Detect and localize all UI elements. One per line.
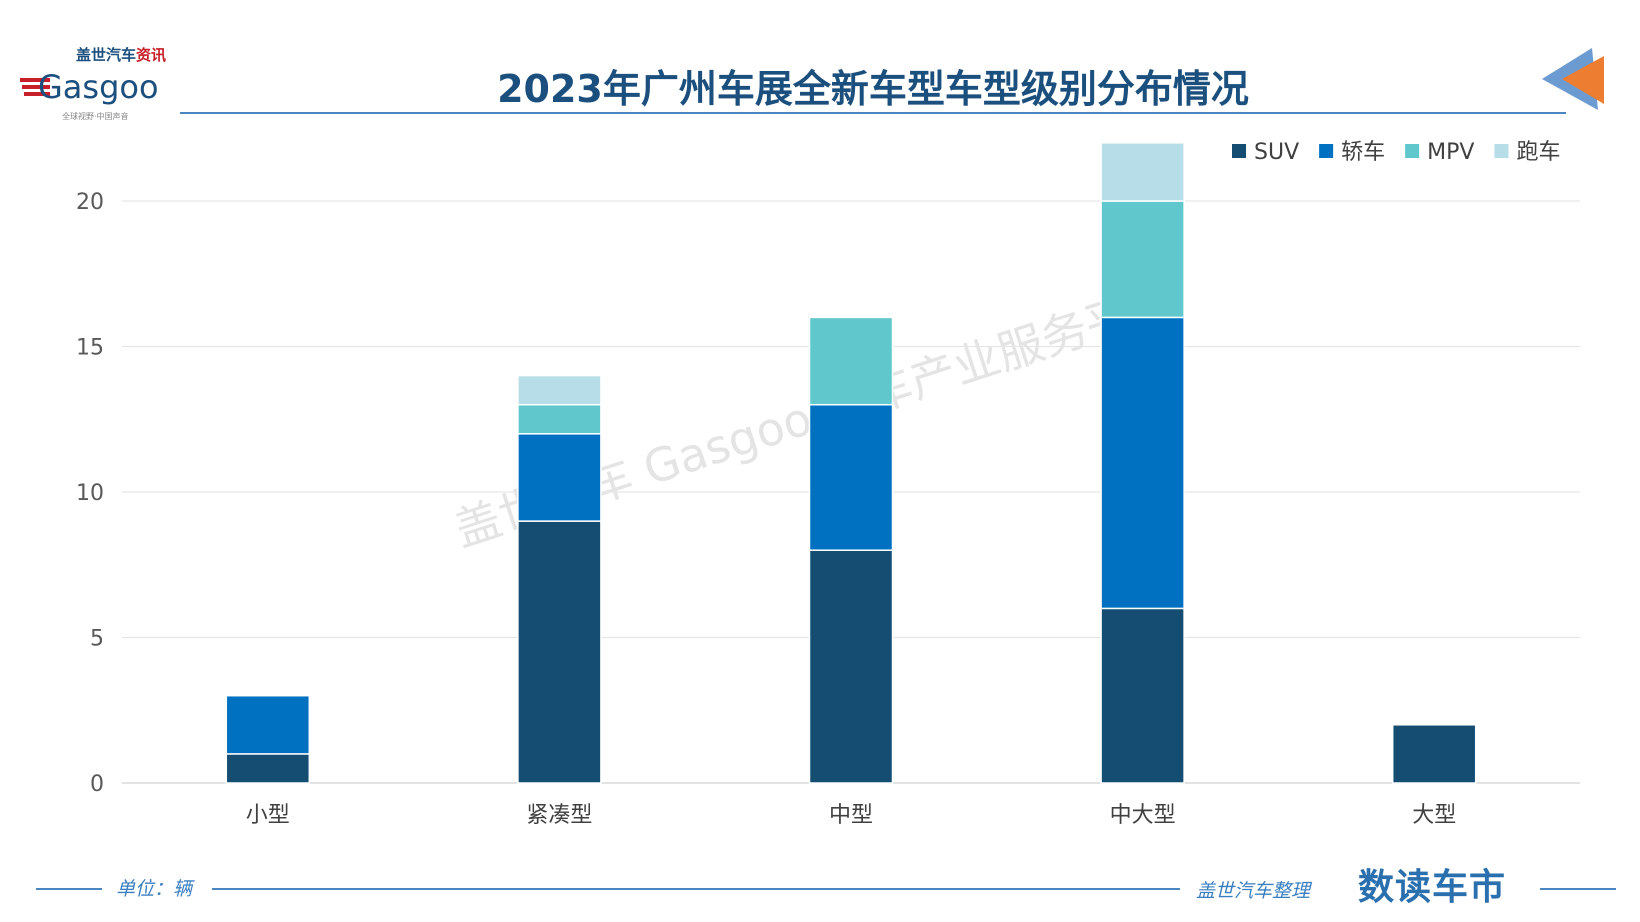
legend-label: 轿车: [1341, 140, 1385, 165]
bar-MPV-紧凑型: [517, 403, 602, 435]
title-underline: [180, 112, 1566, 114]
legend-swatch-MPV: [1405, 144, 1420, 158]
page-title: 2023年广州车展全新车型车型级别分布情况: [497, 67, 1249, 111]
y-tick-label: 0: [90, 772, 104, 797]
footer-line-right: [1540, 888, 1616, 890]
svg-text:盖世汽车资讯: 盖世汽车资讯: [76, 46, 166, 64]
unit-label: 单位：辆: [116, 878, 193, 900]
legend-swatch-跑车: [1494, 144, 1509, 158]
y-tick-label: 5: [90, 627, 104, 652]
bar-MPV-中型: [808, 316, 894, 406]
x-tick-label: 小型: [246, 803, 290, 828]
svg-text:全球视野·中国声音: 全球视野·中国声音: [62, 111, 129, 121]
footer-line-left: [36, 888, 102, 890]
bar-轿车-紧凑型: [517, 433, 602, 522]
legend-label: 跑车: [1516, 140, 1560, 165]
corner-arrow-icon: [1542, 48, 1604, 110]
source-label: 盖世汽车整理: [1196, 880, 1311, 902]
bar-轿车-中大型: [1100, 316, 1185, 610]
legend-label: MPV: [1427, 140, 1474, 165]
bar-轿车-小型: [225, 694, 311, 755]
bar-MPV-中大型: [1100, 200, 1185, 319]
svg-text:Gasgoo: Gasgoo: [38, 68, 159, 106]
footer-line-mid: [212, 888, 1180, 890]
legend-swatch-轿车: [1319, 144, 1334, 158]
legend-label: SUV: [1254, 140, 1299, 165]
bar-SUV-中型: [808, 549, 894, 784]
x-tick-label: 大型: [1412, 803, 1456, 828]
bar-SUV-紧凑型: [517, 520, 602, 784]
bar-SUV-大型: [1391, 724, 1477, 784]
x-tick-label: 紧凑型: [526, 803, 592, 828]
legend-swatch-SUV: [1232, 144, 1246, 158]
bar-SUV-中大型: [1100, 607, 1185, 784]
x-tick-label: 中型: [829, 803, 873, 828]
x-tick-label: 中大型: [1110, 803, 1176, 828]
brand-logo: 数读车市: [1358, 867, 1507, 908]
bar-跑车-紧凑型: [517, 374, 602, 406]
y-tick-label: 20: [76, 190, 104, 215]
bar-跑车-中大型: [1100, 142, 1185, 202]
y-tick-label: 15: [76, 336, 104, 361]
bar-SUV-小型: [225, 753, 311, 784]
y-tick-label: 10: [76, 481, 104, 506]
gasgoo-logo: 盖世汽车资讯 Gasgoo 全球视野·中国声音: [20, 46, 166, 121]
bar-轿车-中型: [808, 403, 894, 551]
